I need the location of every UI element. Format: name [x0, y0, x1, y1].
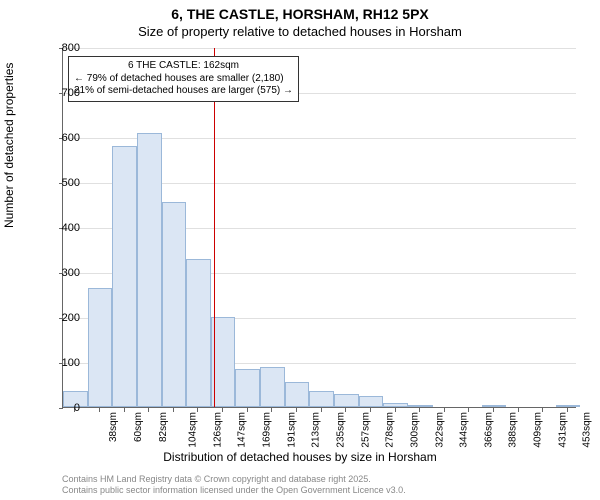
- xtick-mark: [493, 408, 494, 412]
- annotation-line3: 21% of semi-detached houses are larger (…: [74, 85, 293, 98]
- xtick-label: 38sqm: [108, 412, 119, 442]
- plot-area: [62, 48, 576, 408]
- gridline: [63, 48, 576, 49]
- ytick-label: 600: [40, 132, 80, 144]
- xtick-label: 104sqm: [188, 412, 199, 448]
- histogram-bar: [186, 259, 211, 408]
- ytick-label: 0: [40, 402, 80, 414]
- histogram-bar: [309, 391, 334, 407]
- xtick-label: 431sqm: [557, 412, 568, 448]
- xtick-mark: [247, 408, 248, 412]
- annotation-line1: 6 THE CASTLE: 162sqm: [74, 60, 293, 73]
- xtick-label: 257sqm: [360, 412, 371, 448]
- ytick-label: 400: [40, 222, 80, 234]
- ytick-label: 200: [40, 312, 80, 324]
- histogram-bar: [285, 382, 310, 407]
- xtick-mark: [567, 408, 568, 412]
- xtick-mark: [542, 408, 543, 412]
- xtick-label: 300sqm: [410, 412, 421, 448]
- xtick-mark: [468, 408, 469, 412]
- histogram-bar: [556, 405, 581, 407]
- xtick-mark: [99, 408, 100, 412]
- chart-title: 6, THE CASTLE, HORSHAM, RH12 5PX: [0, 0, 600, 22]
- xtick-mark: [345, 408, 346, 412]
- histogram-bar: [112, 146, 137, 407]
- xtick-label: 366sqm: [483, 412, 494, 448]
- xtick-label: 169sqm: [262, 412, 273, 448]
- histogram-bar: [334, 394, 359, 408]
- ytick-label: 500: [40, 177, 80, 189]
- xtick-mark: [296, 408, 297, 412]
- annotation-line2: ← 79% of detached houses are smaller (2,…: [74, 73, 293, 86]
- xtick-mark: [370, 408, 371, 412]
- xtick-label: 235sqm: [336, 412, 347, 448]
- xtick-label: 388sqm: [508, 412, 519, 448]
- histogram-bar: [88, 288, 113, 407]
- xtick-label: 278sqm: [385, 412, 396, 448]
- histogram-bar: [137, 133, 162, 408]
- annotation-box: 6 THE CASTLE: 162sqm ← 79% of detached h…: [68, 56, 299, 102]
- footer-line2: Contains public sector information licen…: [62, 485, 406, 496]
- y-axis-label: Number of detached properties: [2, 63, 16, 228]
- xtick-mark: [222, 408, 223, 412]
- xtick-label: 147sqm: [237, 412, 248, 448]
- xtick-label: 409sqm: [533, 412, 544, 448]
- xtick-label: 82sqm: [158, 412, 169, 442]
- xtick-mark: [419, 408, 420, 412]
- ytick-label: 300: [40, 267, 80, 279]
- histogram-bar: [482, 405, 507, 407]
- ytick-label: 700: [40, 87, 80, 99]
- histogram-bar: [162, 202, 187, 407]
- xtick-label: 322sqm: [434, 412, 445, 448]
- histogram-bar: [260, 367, 285, 408]
- xtick-label: 213sqm: [311, 412, 322, 448]
- plot-wrap: 6 THE CASTLE: 162sqm ← 79% of detached h…: [62, 48, 576, 408]
- xtick-label: 191sqm: [286, 412, 297, 448]
- xtick-label: 126sqm: [212, 412, 223, 448]
- x-axis-label: Distribution of detached houses by size …: [0, 450, 600, 464]
- footer-line1: Contains HM Land Registry data © Crown c…: [62, 474, 406, 485]
- xtick-mark: [444, 408, 445, 412]
- xtick-label: 453sqm: [582, 412, 593, 448]
- xtick-mark: [518, 408, 519, 412]
- xtick-label: 344sqm: [459, 412, 470, 448]
- chart-container: 6, THE CASTLE, HORSHAM, RH12 5PX Size of…: [0, 0, 600, 500]
- chart-subtitle: Size of property relative to detached ho…: [0, 22, 600, 43]
- ytick-label: 100: [40, 357, 80, 369]
- histogram-bar: [359, 396, 384, 407]
- footer-text: Contains HM Land Registry data © Crown c…: [62, 474, 406, 496]
- xtick-mark: [148, 408, 149, 412]
- reference-line: [214, 48, 215, 407]
- xtick-label: 60sqm: [133, 412, 144, 442]
- histogram-bar: [383, 403, 408, 408]
- xtick-mark: [197, 408, 198, 412]
- histogram-bar: [235, 369, 260, 407]
- ytick-label: 800: [40, 42, 80, 54]
- histogram-bar: [408, 405, 433, 407]
- xtick-mark: [321, 408, 322, 412]
- xtick-mark: [271, 408, 272, 412]
- xtick-mark: [395, 408, 396, 412]
- xtick-mark: [124, 408, 125, 412]
- xtick-mark: [173, 408, 174, 412]
